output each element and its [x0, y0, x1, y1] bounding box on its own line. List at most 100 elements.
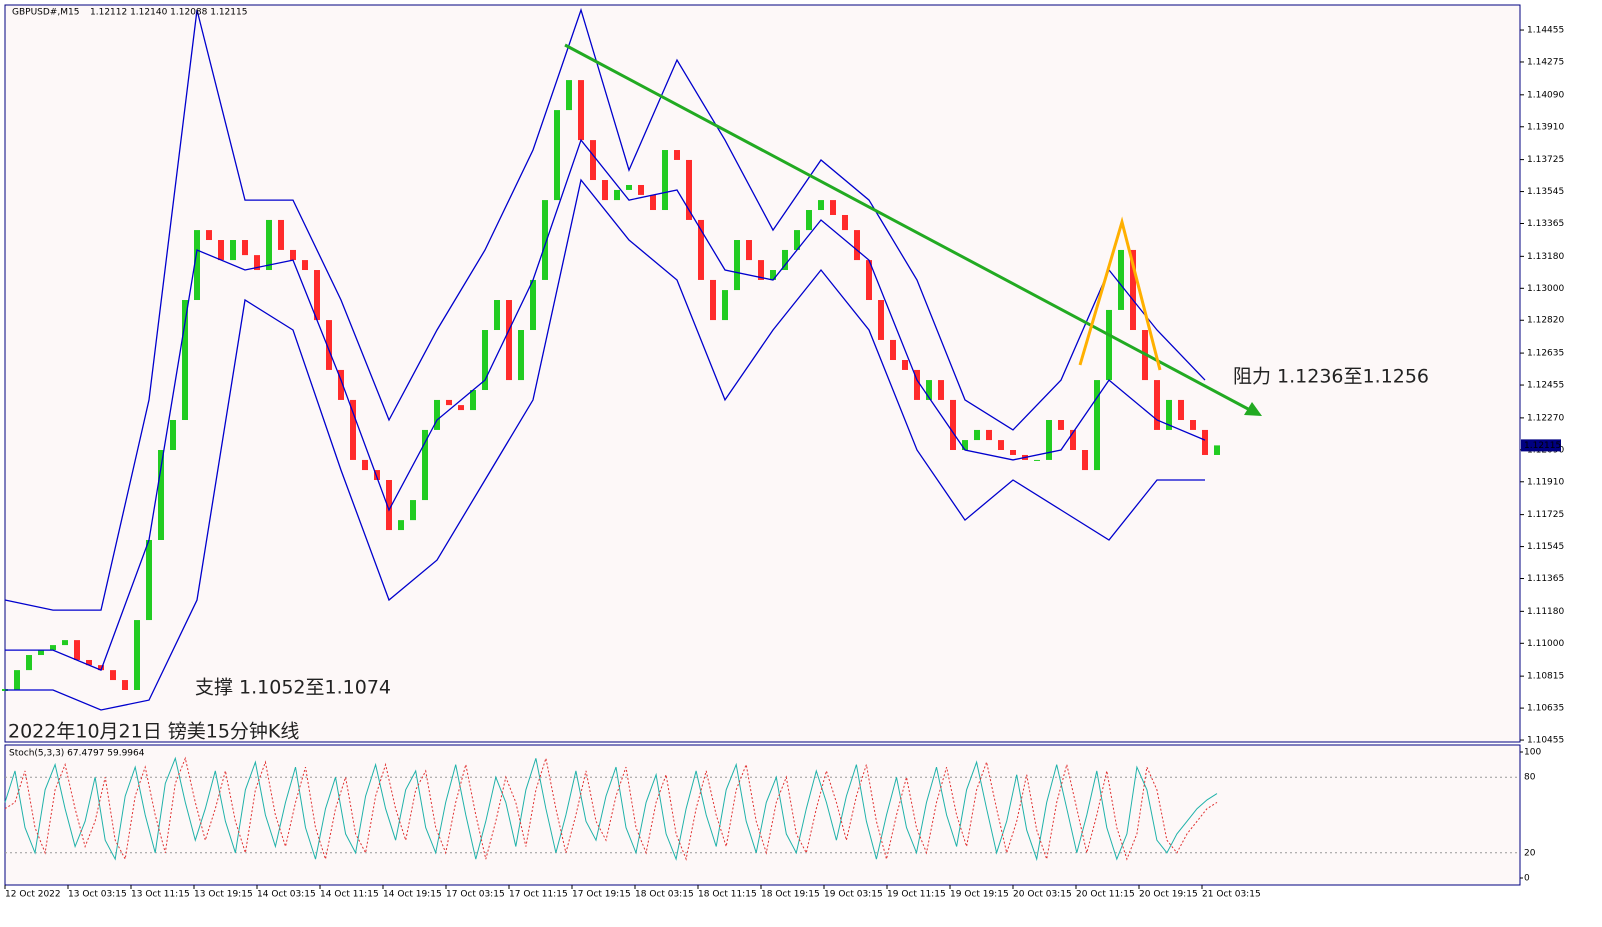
stoch-panel — [4, 744, 1521, 886]
candle — [698, 219, 704, 280]
y-tick-label: 1.12455 — [1527, 381, 1564, 391]
candle — [878, 300, 884, 340]
y-tick-label: 100 — [1524, 748, 1541, 758]
x-tick-label: 13 Oct 03:15 — [68, 890, 127, 900]
candle — [1106, 309, 1112, 381]
candle — [554, 110, 560, 201]
candle — [158, 450, 164, 540]
y-tick-label: 1.11000 — [1527, 639, 1564, 649]
candle — [278, 219, 284, 250]
candle — [518, 330, 524, 381]
candle — [830, 200, 836, 215]
candle — [974, 429, 980, 441]
candle — [914, 369, 920, 400]
candle — [614, 189, 620, 201]
candle — [110, 670, 116, 681]
candle — [662, 150, 668, 211]
candle — [1094, 380, 1100, 471]
candle — [458, 405, 464, 411]
y-tick-label: 1.10815 — [1527, 672, 1564, 682]
candle — [254, 255, 260, 271]
x-tick-label: 18 Oct 19:15 — [761, 890, 820, 900]
x-tick-label: 14 Oct 03:15 — [257, 890, 316, 900]
candle — [566, 80, 572, 111]
candle — [818, 200, 824, 211]
candle — [374, 470, 380, 481]
candle — [926, 380, 932, 400]
candle — [902, 360, 908, 370]
candle — [482, 330, 488, 391]
candle — [470, 390, 476, 411]
candle — [650, 194, 656, 211]
candle — [134, 620, 140, 690]
x-tick-label: 20 Oct 19:15 — [1139, 890, 1198, 900]
candle — [494, 300, 500, 331]
candle — [542, 200, 548, 280]
candle — [842, 214, 848, 231]
x-tick-label: 12 Oct 2022 — [5, 890, 61, 900]
candle — [626, 184, 632, 190]
x-tick-label: 18 Oct 03:15 — [635, 890, 694, 900]
candle — [1046, 420, 1052, 460]
y-tick-label: 1.11725 — [1527, 510, 1564, 520]
candle — [194, 230, 200, 301]
stoch-label: Stoch(5,3,3) 67.4797 59.9964 — [9, 749, 145, 759]
x-tick-label: 18 Oct 11:15 — [698, 890, 757, 900]
candle — [578, 80, 584, 141]
candle — [98, 665, 104, 671]
resistance-note: 阻力 1.1236至1.1256 — [1233, 366, 1429, 388]
candle — [50, 645, 56, 651]
candle — [218, 240, 224, 261]
candle — [806, 210, 812, 231]
x-tick-label: 14 Oct 11:15 — [320, 890, 379, 900]
candle — [506, 300, 512, 381]
candle — [590, 140, 596, 181]
candle — [146, 539, 152, 621]
trend-line — [564, 43, 1251, 412]
candle — [602, 180, 608, 201]
x-tick-label: 21 Oct 03:15 — [1202, 890, 1261, 900]
candle — [1130, 249, 1136, 331]
stoch-line — [4, 756, 1218, 862]
candle — [1166, 399, 1172, 430]
y-tick-label: 1.14455 — [1527, 26, 1564, 36]
y-tick-label: 1.14090 — [1527, 90, 1564, 100]
y-tick-label: 1.13000 — [1527, 284, 1564, 294]
price-marker — [1521, 439, 1561, 452]
candle — [530, 279, 536, 331]
candle — [1190, 420, 1196, 430]
y-tick-label: 1.11545 — [1527, 542, 1564, 552]
candle — [746, 240, 752, 261]
quote: 1.12112 1.12140 1.12088 1.12115 — [90, 8, 247, 18]
candle — [734, 240, 740, 291]
candle — [434, 399, 440, 430]
current-price: 1.12115 — [1524, 441, 1561, 451]
band-line — [5, 178, 1205, 711]
y-tick-label: 1.13365 — [1527, 219, 1564, 229]
y-tick-label: 1.12635 — [1527, 349, 1564, 359]
x-tick-label: 17 Oct 11:15 — [509, 890, 568, 900]
candle — [398, 520, 404, 531]
candle — [422, 429, 428, 501]
candle — [854, 230, 860, 261]
candle — [1214, 445, 1220, 455]
candle — [782, 249, 788, 271]
candle — [722, 290, 728, 321]
trend-arrow — [1244, 402, 1262, 416]
x-tick-label: 19 Oct 11:15 — [887, 890, 946, 900]
y-tick-label: 20 — [1524, 848, 1536, 858]
y-tick-label: 0 — [1524, 874, 1530, 884]
candle — [62, 640, 68, 646]
y-tick-label: 1.12270 — [1527, 413, 1564, 423]
x-tick-label: 20 Oct 11:15 — [1076, 890, 1135, 900]
candle — [386, 480, 392, 531]
symbol: GBPUSD#,M15 — [12, 8, 79, 18]
x-tick-label: 13 Oct 19:15 — [194, 890, 253, 900]
y-tick-label: 1.13545 — [1527, 187, 1564, 197]
candle — [986, 429, 992, 441]
chart-caption: 2022年10月21日 镑美15分钟K线 — [8, 721, 299, 743]
candle — [38, 650, 44, 656]
candle — [182, 300, 188, 421]
x-tick-label: 20 Oct 03:15 — [1013, 890, 1072, 900]
candle — [230, 240, 236, 261]
